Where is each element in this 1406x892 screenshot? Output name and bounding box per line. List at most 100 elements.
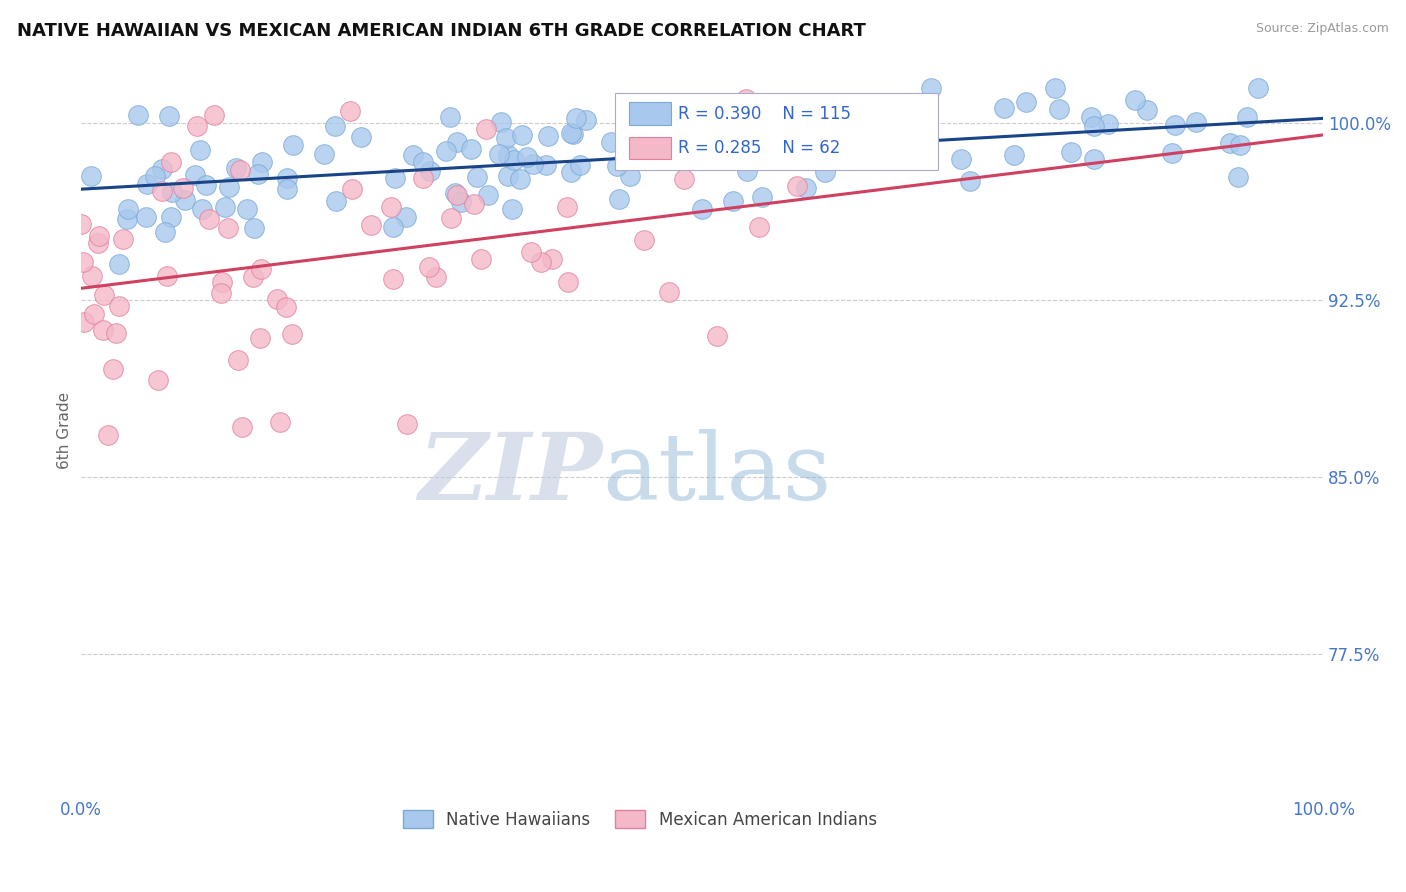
Point	[766, 137, 789, 152]
Point	[412, 154, 434, 169]
Point	[959, 174, 981, 188]
FancyBboxPatch shape	[628, 103, 671, 125]
Point	[1049, 102, 1071, 116]
Point	[360, 218, 382, 232]
Point	[1219, 136, 1241, 150]
Point	[495, 130, 517, 145]
Point	[950, 152, 973, 166]
Point	[1229, 137, 1251, 152]
Point	[920, 80, 942, 95]
Point	[188, 143, 211, 157]
Point	[150, 162, 173, 177]
Point	[115, 212, 138, 227]
Point	[80, 269, 103, 284]
Point	[381, 272, 404, 286]
Point	[342, 182, 364, 196]
Point	[555, 200, 578, 214]
Point	[534, 158, 557, 172]
Point	[1002, 148, 1025, 162]
Point	[325, 194, 347, 208]
Point	[231, 419, 253, 434]
Point	[491, 115, 513, 129]
Text: R = 0.285    N = 62: R = 0.285 N = 62	[678, 139, 841, 158]
Point	[194, 178, 217, 193]
Point	[276, 182, 298, 196]
Point	[419, 164, 441, 178]
Point	[537, 128, 560, 143]
Point	[160, 211, 183, 225]
Point	[117, 202, 139, 216]
Text: atlas: atlas	[602, 429, 832, 519]
Point	[560, 164, 582, 178]
Point	[734, 93, 756, 107]
Point	[627, 125, 650, 139]
Point	[488, 147, 510, 161]
Point	[136, 178, 159, 192]
Point	[160, 185, 183, 199]
Point	[616, 102, 638, 116]
Point	[209, 286, 232, 301]
Point	[652, 127, 675, 141]
Point	[1226, 169, 1249, 184]
Point	[633, 233, 655, 247]
Point	[155, 225, 177, 239]
Point	[1236, 110, 1258, 124]
Point	[312, 147, 335, 161]
Point	[1015, 95, 1038, 110]
Text: NATIVE HAWAIIAN VS MEXICAN AMERICAN INDIAN 6TH GRADE CORRELATION CHART: NATIVE HAWAIIAN VS MEXICAN AMERICAN INDI…	[17, 22, 866, 40]
Point	[560, 126, 582, 140]
Point	[510, 128, 533, 142]
Point	[575, 112, 598, 127]
Point	[751, 190, 773, 204]
Point	[276, 171, 298, 186]
Point	[443, 186, 465, 200]
Point	[434, 144, 457, 158]
Point	[866, 148, 889, 162]
Point	[654, 111, 676, 125]
Point	[225, 161, 247, 175]
Point	[80, 169, 103, 183]
Point	[496, 169, 519, 183]
Point	[160, 155, 183, 169]
Point	[127, 108, 149, 122]
Point	[135, 210, 157, 224]
Point	[91, 323, 114, 337]
Point	[734, 97, 756, 112]
Point	[1163, 119, 1185, 133]
Point	[503, 153, 526, 167]
Point	[145, 169, 167, 183]
Point	[607, 192, 630, 206]
Point	[381, 219, 404, 234]
Point	[412, 170, 434, 185]
Point	[562, 128, 585, 142]
Point	[274, 300, 297, 314]
Point	[658, 152, 681, 166]
Point	[1080, 110, 1102, 124]
Point	[72, 316, 94, 330]
Point	[993, 101, 1015, 115]
Point	[350, 130, 373, 145]
Point	[172, 180, 194, 194]
Point	[765, 143, 787, 157]
Point	[814, 165, 837, 179]
Point	[557, 275, 579, 289]
Point	[236, 202, 259, 216]
Point	[87, 235, 110, 250]
Point	[522, 157, 544, 171]
Point	[183, 168, 205, 182]
FancyBboxPatch shape	[614, 94, 938, 170]
Point	[672, 172, 695, 186]
Point	[1184, 115, 1206, 129]
Point	[218, 180, 240, 194]
Point	[1123, 94, 1146, 108]
Point	[793, 126, 815, 140]
Point	[156, 268, 179, 283]
Point	[280, 326, 302, 341]
Point	[418, 260, 440, 274]
Point	[440, 211, 463, 225]
Point	[450, 194, 472, 209]
Point	[501, 202, 523, 217]
Point	[186, 119, 208, 133]
Point	[384, 171, 406, 186]
Point	[197, 212, 219, 227]
